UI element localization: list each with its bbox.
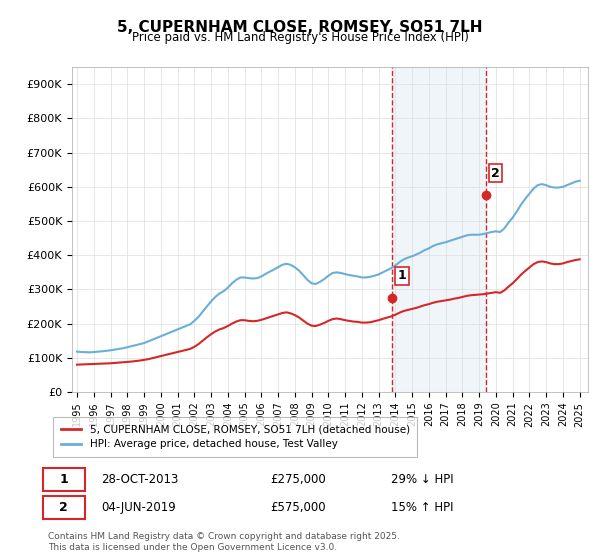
Text: 2: 2 [59,501,68,514]
Text: 1: 1 [59,473,68,486]
Text: 15% ↑ HPI: 15% ↑ HPI [391,501,454,514]
Text: 1: 1 [398,269,406,282]
Text: 2: 2 [491,167,500,180]
Text: 29% ↓ HPI: 29% ↓ HPI [391,473,454,486]
Text: 5, CUPERNHAM CLOSE, ROMSEY, SO51 7LH: 5, CUPERNHAM CLOSE, ROMSEY, SO51 7LH [117,20,483,35]
Text: £275,000: £275,000 [270,473,326,486]
Legend: 5, CUPERNHAM CLOSE, ROMSEY, SO51 7LH (detached house), HPI: Average price, detac: 5, CUPERNHAM CLOSE, ROMSEY, SO51 7LH (de… [53,417,417,457]
FancyBboxPatch shape [43,468,85,491]
Text: 28-OCT-2013: 28-OCT-2013 [101,473,178,486]
FancyBboxPatch shape [43,496,85,519]
Text: £575,000: £575,000 [270,501,325,514]
Bar [392,67,486,392]
Text: 04-JUN-2019: 04-JUN-2019 [101,501,176,514]
Text: Contains HM Land Registry data © Crown copyright and database right 2025.
This d: Contains HM Land Registry data © Crown c… [48,532,400,552]
Text: Price paid vs. HM Land Registry's House Price Index (HPI): Price paid vs. HM Land Registry's House … [131,31,469,44]
